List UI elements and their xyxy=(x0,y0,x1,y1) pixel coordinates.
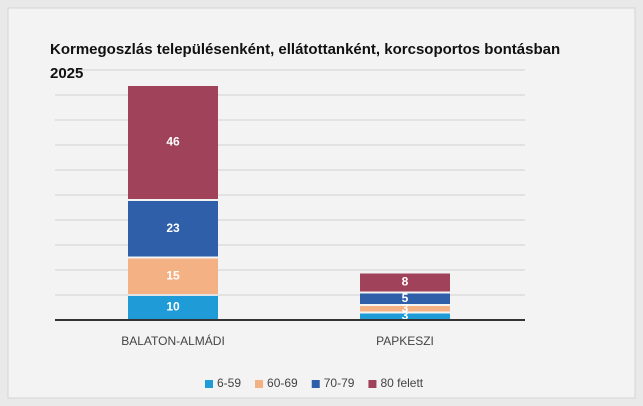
bar-segment xyxy=(128,201,218,257)
bar-segment xyxy=(360,293,450,304)
legend-label: 80 felett xyxy=(380,376,423,390)
bar-segment xyxy=(128,258,218,294)
bar-segment xyxy=(360,306,450,312)
data-label: 23 xyxy=(166,221,180,235)
chart-title: Kormegoszlás településenként, ellátottan… xyxy=(50,41,577,82)
legend-swatch xyxy=(255,380,264,388)
bar-segment xyxy=(128,296,218,319)
data-label: 5 xyxy=(402,291,409,305)
legend-label: 6-59 xyxy=(217,376,241,390)
legend-label: 70-79 xyxy=(324,376,355,390)
data-label: 46 xyxy=(166,135,180,149)
chart-area xyxy=(7,7,636,399)
legend-swatch xyxy=(311,380,320,388)
bar-segment xyxy=(360,313,450,319)
bar-segment xyxy=(128,86,218,199)
legend-swatch xyxy=(368,380,377,388)
data-label: 10 xyxy=(166,300,180,314)
legend-label: 60-69 xyxy=(267,376,298,390)
legend-swatch xyxy=(205,380,213,388)
data-label: 8 xyxy=(402,275,409,289)
x-tick-label: PAPKESZI xyxy=(376,334,434,348)
bar-segment xyxy=(360,273,450,292)
data-label: 3 xyxy=(402,308,409,322)
data-label: 3 xyxy=(402,301,409,315)
x-tick-label: BALATON-ALMÁDI xyxy=(121,333,225,348)
data-label: 15 xyxy=(166,268,180,282)
